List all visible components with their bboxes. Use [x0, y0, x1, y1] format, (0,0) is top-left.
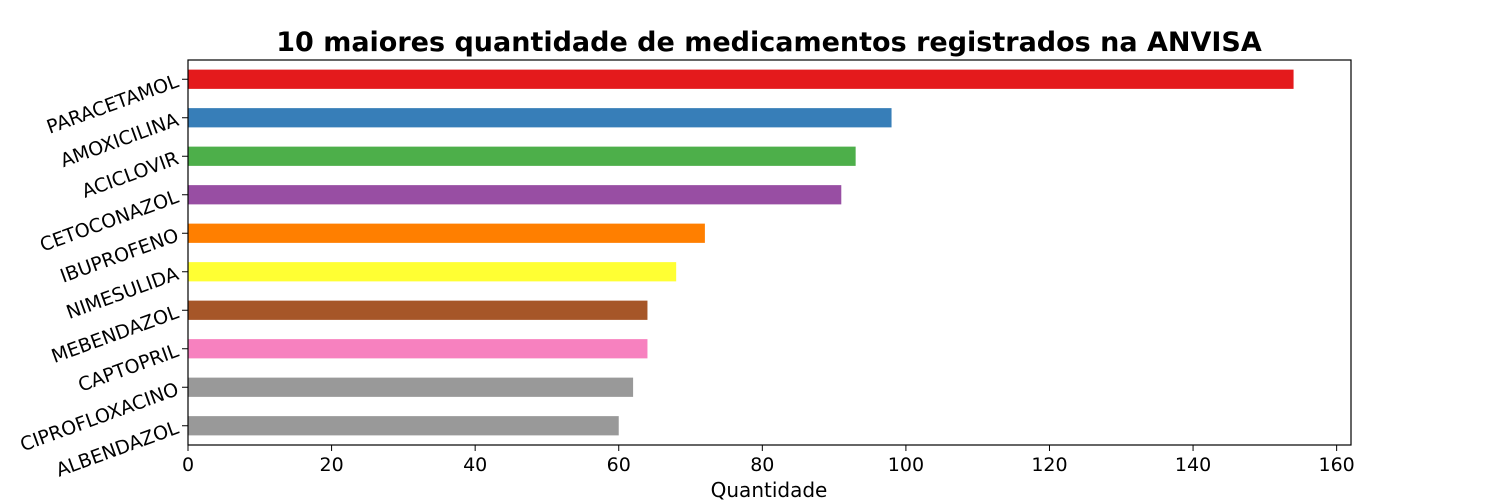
x-tick-label: 160: [1319, 454, 1355, 476]
bar-mebendazol: [188, 300, 648, 320]
x-tick-label: 40: [463, 454, 487, 476]
bar-nimesulida: [188, 262, 677, 282]
plot-frame: [187, 59, 1352, 446]
x-tick-label: 0: [182, 454, 194, 476]
x-tick-label: 140: [1175, 454, 1211, 476]
bar-paracetamol: [188, 69, 1294, 89]
y-axis-ticks: PARACETAMOLAMOXICILINAACICLOVIRCETOCONAZ…: [17, 70, 188, 482]
x-axis-label: Quantidade: [711, 478, 828, 500]
bar-amoxicilina: [188, 108, 892, 128]
chart-title: 10 maiores quantidade de medicamentos re…: [276, 27, 1262, 58]
bars-group: [188, 69, 1294, 436]
bar-ciprofloxacino: [188, 377, 634, 397]
x-tick-label: 120: [1031, 454, 1067, 476]
x-tick-label: 100: [888, 454, 924, 476]
bar-aciclovir: [188, 146, 856, 166]
bar-captopril: [188, 339, 648, 359]
x-axis-ticks: 0 20 40 60 80 100 120 140 160: [182, 445, 1355, 476]
x-tick-label: 60: [607, 454, 631, 476]
x-tick-label: 80: [750, 454, 774, 476]
bar-ibuprofeno: [188, 223, 705, 243]
x-tick-label: 20: [319, 454, 343, 476]
bar-cetoconazol: [188, 185, 842, 205]
bar-albendazol: [188, 416, 619, 436]
